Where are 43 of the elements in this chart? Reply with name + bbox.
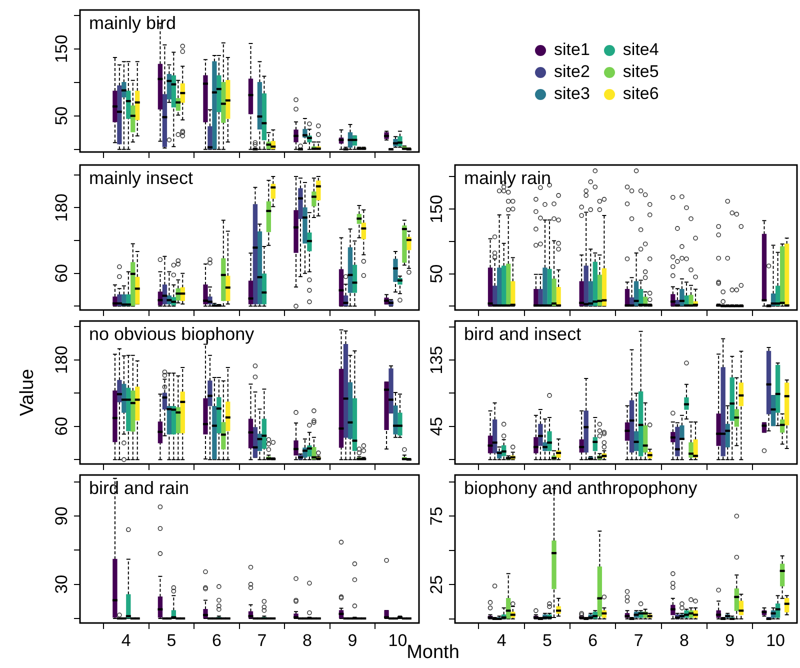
x-tick-label: 5 <box>542 630 552 650</box>
y-tick-label: 60 <box>52 416 72 436</box>
y-tick-label: 25 <box>427 575 446 594</box>
chart-title: bird and rain <box>89 478 190 498</box>
y-axis-title: Value <box>17 368 38 416</box>
y-tick-label: 135 <box>427 346 446 374</box>
y-tick-label: 30 <box>52 574 72 594</box>
x-tick-label: 7 <box>257 630 267 650</box>
chart-title: biophony and anthropophony <box>464 478 698 498</box>
legend-label: site3 <box>554 84 590 104</box>
x-tick-label: 4 <box>496 630 506 650</box>
y-tick-label: 45 <box>427 416 446 436</box>
x-tick-label: 9 <box>725 630 735 650</box>
y-tick-label: 90 <box>52 506 72 526</box>
legend-label: site6 <box>622 84 659 104</box>
chart-title: mainly insect <box>89 168 194 188</box>
y-tick-label: 180 <box>52 346 72 374</box>
legend-label: site5 <box>622 62 659 82</box>
x-tick-label: 4 <box>121 630 131 650</box>
y-tick-label: 150 <box>52 34 72 64</box>
legend-label: site2 <box>554 62 590 82</box>
x-tick-label: 6 <box>212 630 222 650</box>
legend-label: site4 <box>622 40 659 60</box>
x-tick-label: 8 <box>679 630 689 650</box>
chart-title: mainly bird <box>89 12 176 33</box>
x-axis-title: Month <box>406 642 460 663</box>
y-tick-label: 50 <box>52 106 72 126</box>
x-tick-label: 8 <box>302 630 312 650</box>
y-tick-label: 75 <box>427 506 446 526</box>
y-tick-label: 150 <box>427 194 446 224</box>
chart-title: no obvious biophony <box>89 324 254 344</box>
x-tick-label: 7 <box>634 630 644 650</box>
x-tick-label: 10 <box>766 630 785 650</box>
y-tick-label: 60 <box>52 264 72 283</box>
x-tick-label: 9 <box>348 630 358 650</box>
chart-title: mainly rain <box>464 168 552 188</box>
x-tick-label: 10 <box>388 630 408 650</box>
chart-title: bird and insect <box>464 324 582 344</box>
y-tick-label: 50 <box>427 264 446 284</box>
x-tick-label: 6 <box>588 630 598 650</box>
x-tick-label: 5 <box>166 630 176 650</box>
legend-label: site1 <box>554 40 590 60</box>
y-tick-label: 180 <box>52 193 72 222</box>
